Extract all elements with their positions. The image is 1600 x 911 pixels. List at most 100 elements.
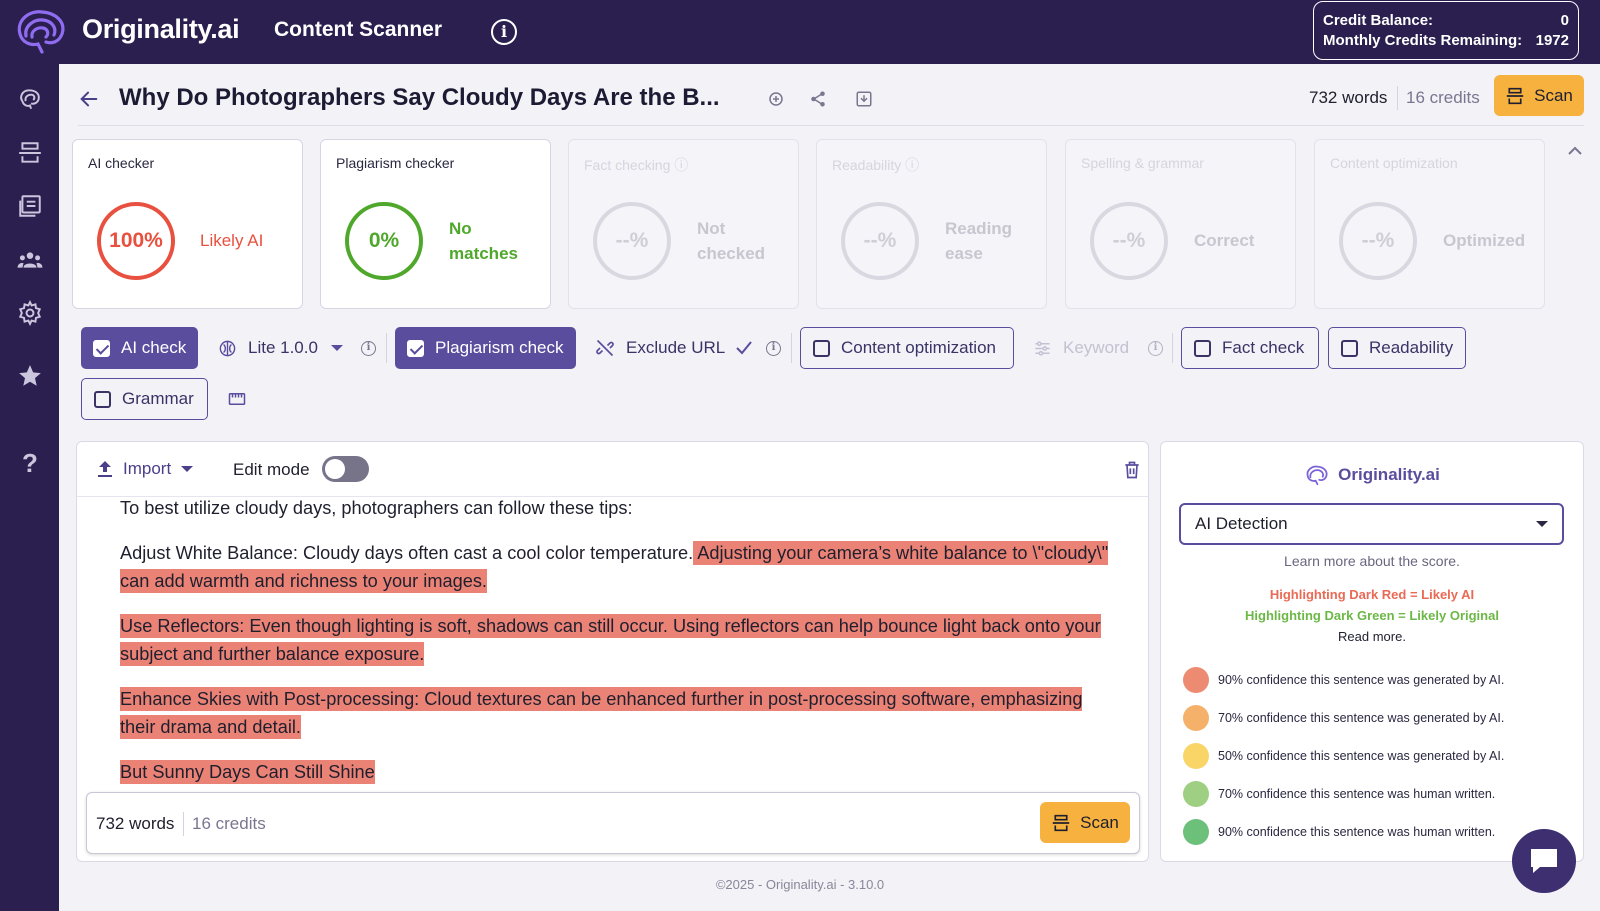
- highlighted-sentence: Enhance Skies with Post-processing: Clou…: [120, 686, 1083, 739]
- readability-status: Reading ease: [945, 216, 1012, 266]
- document-title[interactable]: Why Do Photographers Say Cloudy Days Are…: [119, 84, 720, 111]
- checkbox-checked-icon: [407, 339, 424, 357]
- model-select[interactable]: Lite 1.0.0: [218, 327, 343, 369]
- info-icon[interactable]: i: [361, 341, 376, 356]
- fact-status: Not checked: [697, 216, 765, 266]
- caret-down-icon: [1536, 521, 1548, 527]
- keyboard-icon[interactable]: [228, 391, 246, 407]
- brain-icon[interactable]: [17, 86, 43, 112]
- team-icon[interactable]: [17, 247, 43, 273]
- editor-toolbar: Import Edit mode: [77, 442, 1148, 497]
- content-optimization-label: Content optimization: [841, 338, 996, 357]
- credit-cost: 16 credits: [192, 814, 266, 833]
- back-arrow-icon[interactable]: [78, 88, 100, 110]
- header-divider: [78, 125, 1584, 126]
- info-icon[interactable]: i: [1148, 341, 1163, 356]
- checkbox-icon: [1341, 339, 1358, 357]
- monthly-credits-label: Monthly Credits Remaining:: [1323, 32, 1523, 49]
- ai-check-label: AI check: [121, 338, 187, 357]
- top-bar: Originality.ai Content Scanner i Credit …: [0, 0, 1600, 64]
- readability-toggle[interactable]: Readability: [1328, 327, 1466, 369]
- card-title: Readability ⓘ: [832, 155, 919, 175]
- model-label: Lite 1.0.0: [248, 338, 318, 357]
- grammar-status: Correct: [1194, 231, 1255, 250]
- spelling-grammar-card[interactable]: Spelling & grammar --% Correct: [1065, 139, 1296, 309]
- scanner-icon[interactable]: [17, 140, 43, 166]
- scan-icon: [1052, 814, 1070, 831]
- card-title-text: Readability: [832, 157, 902, 173]
- word-count: 732 words: [1309, 88, 1388, 107]
- fact-score-ring: --%: [593, 202, 671, 280]
- star-icon[interactable]: [17, 363, 43, 389]
- card-title: Content optimization: [1330, 155, 1458, 171]
- import-label: Import: [123, 459, 172, 478]
- import-button[interactable]: Import: [97, 459, 194, 479]
- panel-brand: Originality.ai: [1161, 464, 1583, 486]
- exclude-url-label: Exclude URL: [626, 338, 726, 357]
- grammar-toggle[interactable]: Grammar: [81, 378, 208, 420]
- checkbox-icon: [94, 390, 111, 408]
- add-circle-icon[interactable]: [767, 90, 785, 108]
- results-panel: Originality.ai AI Detection Learn more a…: [1160, 441, 1584, 862]
- read-more-link[interactable]: Read more.: [1338, 629, 1406, 644]
- checkbox-icon: [813, 339, 830, 357]
- info-icon[interactable]: i: [766, 341, 781, 356]
- gear-icon[interactable]: [17, 300, 43, 326]
- ai-check-toggle[interactable]: AI check: [81, 327, 199, 369]
- scan-button[interactable]: Scan: [1494, 75, 1584, 116]
- brand-name[interactable]: Originality.ai: [82, 14, 240, 44]
- ai-checker-card[interactable]: AI checker 100% Likely AI: [72, 139, 303, 309]
- exclude-url-button[interactable]: Exclude URL: [595, 327, 752, 369]
- trash-icon[interactable]: [1122, 460, 1142, 480]
- scan-button-label: Scan: [1080, 812, 1119, 832]
- plagiarism-checker-card[interactable]: Plagiarism checker 0% No matches: [320, 139, 551, 309]
- app-title: Content Scanner: [274, 18, 443, 41]
- editor-panel: Import Edit mode To best utilize cloudy …: [76, 441, 1149, 862]
- monthly-credits-value: 1972: [1535, 32, 1569, 49]
- status-line: Reading: [945, 219, 1013, 238]
- editor-footer: 732 words 16 credits Scan: [86, 792, 1140, 854]
- paragraph: Enhance Skies with Post-processing: Clou…: [120, 685, 1120, 742]
- info-icon[interactable]: i: [491, 19, 517, 45]
- scan-button[interactable]: Scan: [1040, 802, 1130, 843]
- legend-text: 70% confidence this sentence was generat…: [1218, 711, 1505, 725]
- fact-checking-card[interactable]: Fact checking ⓘ --% Not checked: [568, 139, 799, 309]
- help-icon[interactable]: ?: [22, 448, 38, 478]
- plagiarism-score-ring: 0%: [345, 202, 423, 280]
- brain-logo-icon[interactable]: [12, 6, 70, 56]
- status-line: ease: [945, 244, 983, 263]
- chevron-up-icon[interactable]: [1567, 146, 1583, 156]
- card-title: AI checker: [88, 155, 155, 171]
- plagiarism-status: No matches: [449, 216, 518, 266]
- color-dot: [1183, 667, 1209, 693]
- plagiarism-check-toggle[interactable]: Plagiarism check: [395, 327, 576, 369]
- fact-check-label: Fact check: [1222, 338, 1305, 357]
- divider: [791, 333, 792, 363]
- grammar-score-ring: --%: [1090, 202, 1168, 280]
- card-title: Spelling & grammar: [1081, 155, 1204, 171]
- readability-label: Readability: [1369, 338, 1454, 357]
- download-icon[interactable]: [855, 90, 873, 108]
- legend-red-text: Highlighting Dark Red = Likely AI: [1269, 587, 1475, 602]
- share-icon[interactable]: [809, 90, 827, 108]
- credit-balance-value: 0: [1560, 12, 1569, 29]
- divider: [1397, 86, 1398, 110]
- edit-mode-label: Edit mode: [233, 460, 310, 479]
- keyword-button[interactable]: Keyword: [1033, 327, 1129, 369]
- chat-button[interactable]: [1512, 829, 1576, 893]
- documents-icon[interactable]: [17, 193, 43, 219]
- status-line: No: [449, 219, 472, 238]
- optimization-status: Optimized: [1443, 231, 1526, 250]
- learn-more-link[interactable]: Learn more about the score.: [1284, 553, 1460, 569]
- legend-text: 70% confidence this sentence was human w…: [1218, 787, 1496, 801]
- editor-content[interactable]: To best utilize cloudy days, photographe…: [120, 494, 1120, 802]
- fact-check-toggle[interactable]: Fact check: [1181, 327, 1319, 369]
- panel-brand-text: Originality.ai: [1338, 465, 1440, 484]
- content-optimization-card[interactable]: Content optimization --% Optimized: [1314, 139, 1545, 309]
- edit-mode-toggle[interactable]: [322, 456, 369, 482]
- content-optimization-toggle[interactable]: Content optimization: [800, 327, 1014, 369]
- legend-item: 70% confidence this sentence was human w…: [1183, 781, 1495, 807]
- ai-score-ring: 100%: [97, 202, 175, 280]
- readability-card[interactable]: Readability ⓘ --% Reading ease: [816, 139, 1047, 309]
- detection-type-select[interactable]: AI Detection: [1179, 503, 1564, 545]
